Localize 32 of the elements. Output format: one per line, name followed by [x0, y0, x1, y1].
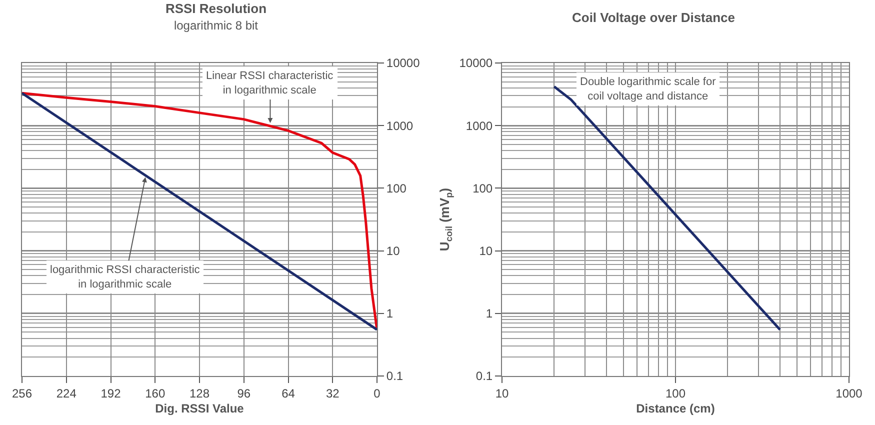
chart-title: Coil Voltage over Distance [572, 10, 736, 25]
y-tick-label: 100 [386, 181, 407, 196]
x-tick-label: 192 [100, 386, 122, 400]
x-tick-label: 100 [665, 386, 686, 400]
y-tick-label: 10000 [459, 56, 493, 70]
x-tick-label: 224 [56, 386, 77, 400]
y-tick-label: 1000 [386, 118, 414, 133]
x-tick-label: 160 [145, 386, 166, 400]
chart-subtitle: logarithmic 8 bit [174, 18, 259, 33]
x-tick-label: 256 [12, 386, 32, 400]
x-tick-label: 0 [374, 386, 381, 400]
y-tick-label: 0.1 [476, 369, 493, 384]
y-tick-label: 0.1 [386, 369, 404, 384]
x-tick-label: 10 [495, 386, 509, 400]
annotation: Linear RSSI characteristic in logarithmic scale [206, 70, 334, 96]
x-tick-label: 32 [326, 386, 340, 400]
y-tick-label: 1 [386, 306, 394, 321]
x-tick-label: 64 [282, 386, 296, 400]
x-axis-title: Dig. RSSI Value [155, 401, 244, 416]
y-tick-label: 1000 [466, 118, 493, 133]
x-axis-title: Distance (cm) [636, 401, 715, 416]
y-tick-label: 10000 [386, 56, 420, 70]
x-tick-label: 128 [189, 386, 210, 400]
x-tick-label: 1000 [836, 386, 863, 400]
y-tick-label: 1 [486, 306, 493, 321]
y-tick-label: 10 [386, 244, 400, 258]
annotation: logarithmic RSSI characteristic in logarithmic scale [50, 264, 200, 290]
y-tick-label: 10 [479, 244, 493, 258]
annotation: Double logarithmic scale for coil voltage and distance [580, 76, 716, 102]
x-tick-label: 96 [237, 386, 251, 400]
y-tick-label: 100 [472, 181, 493, 196]
chart-title: RSSI Resolution [165, 0, 267, 16]
